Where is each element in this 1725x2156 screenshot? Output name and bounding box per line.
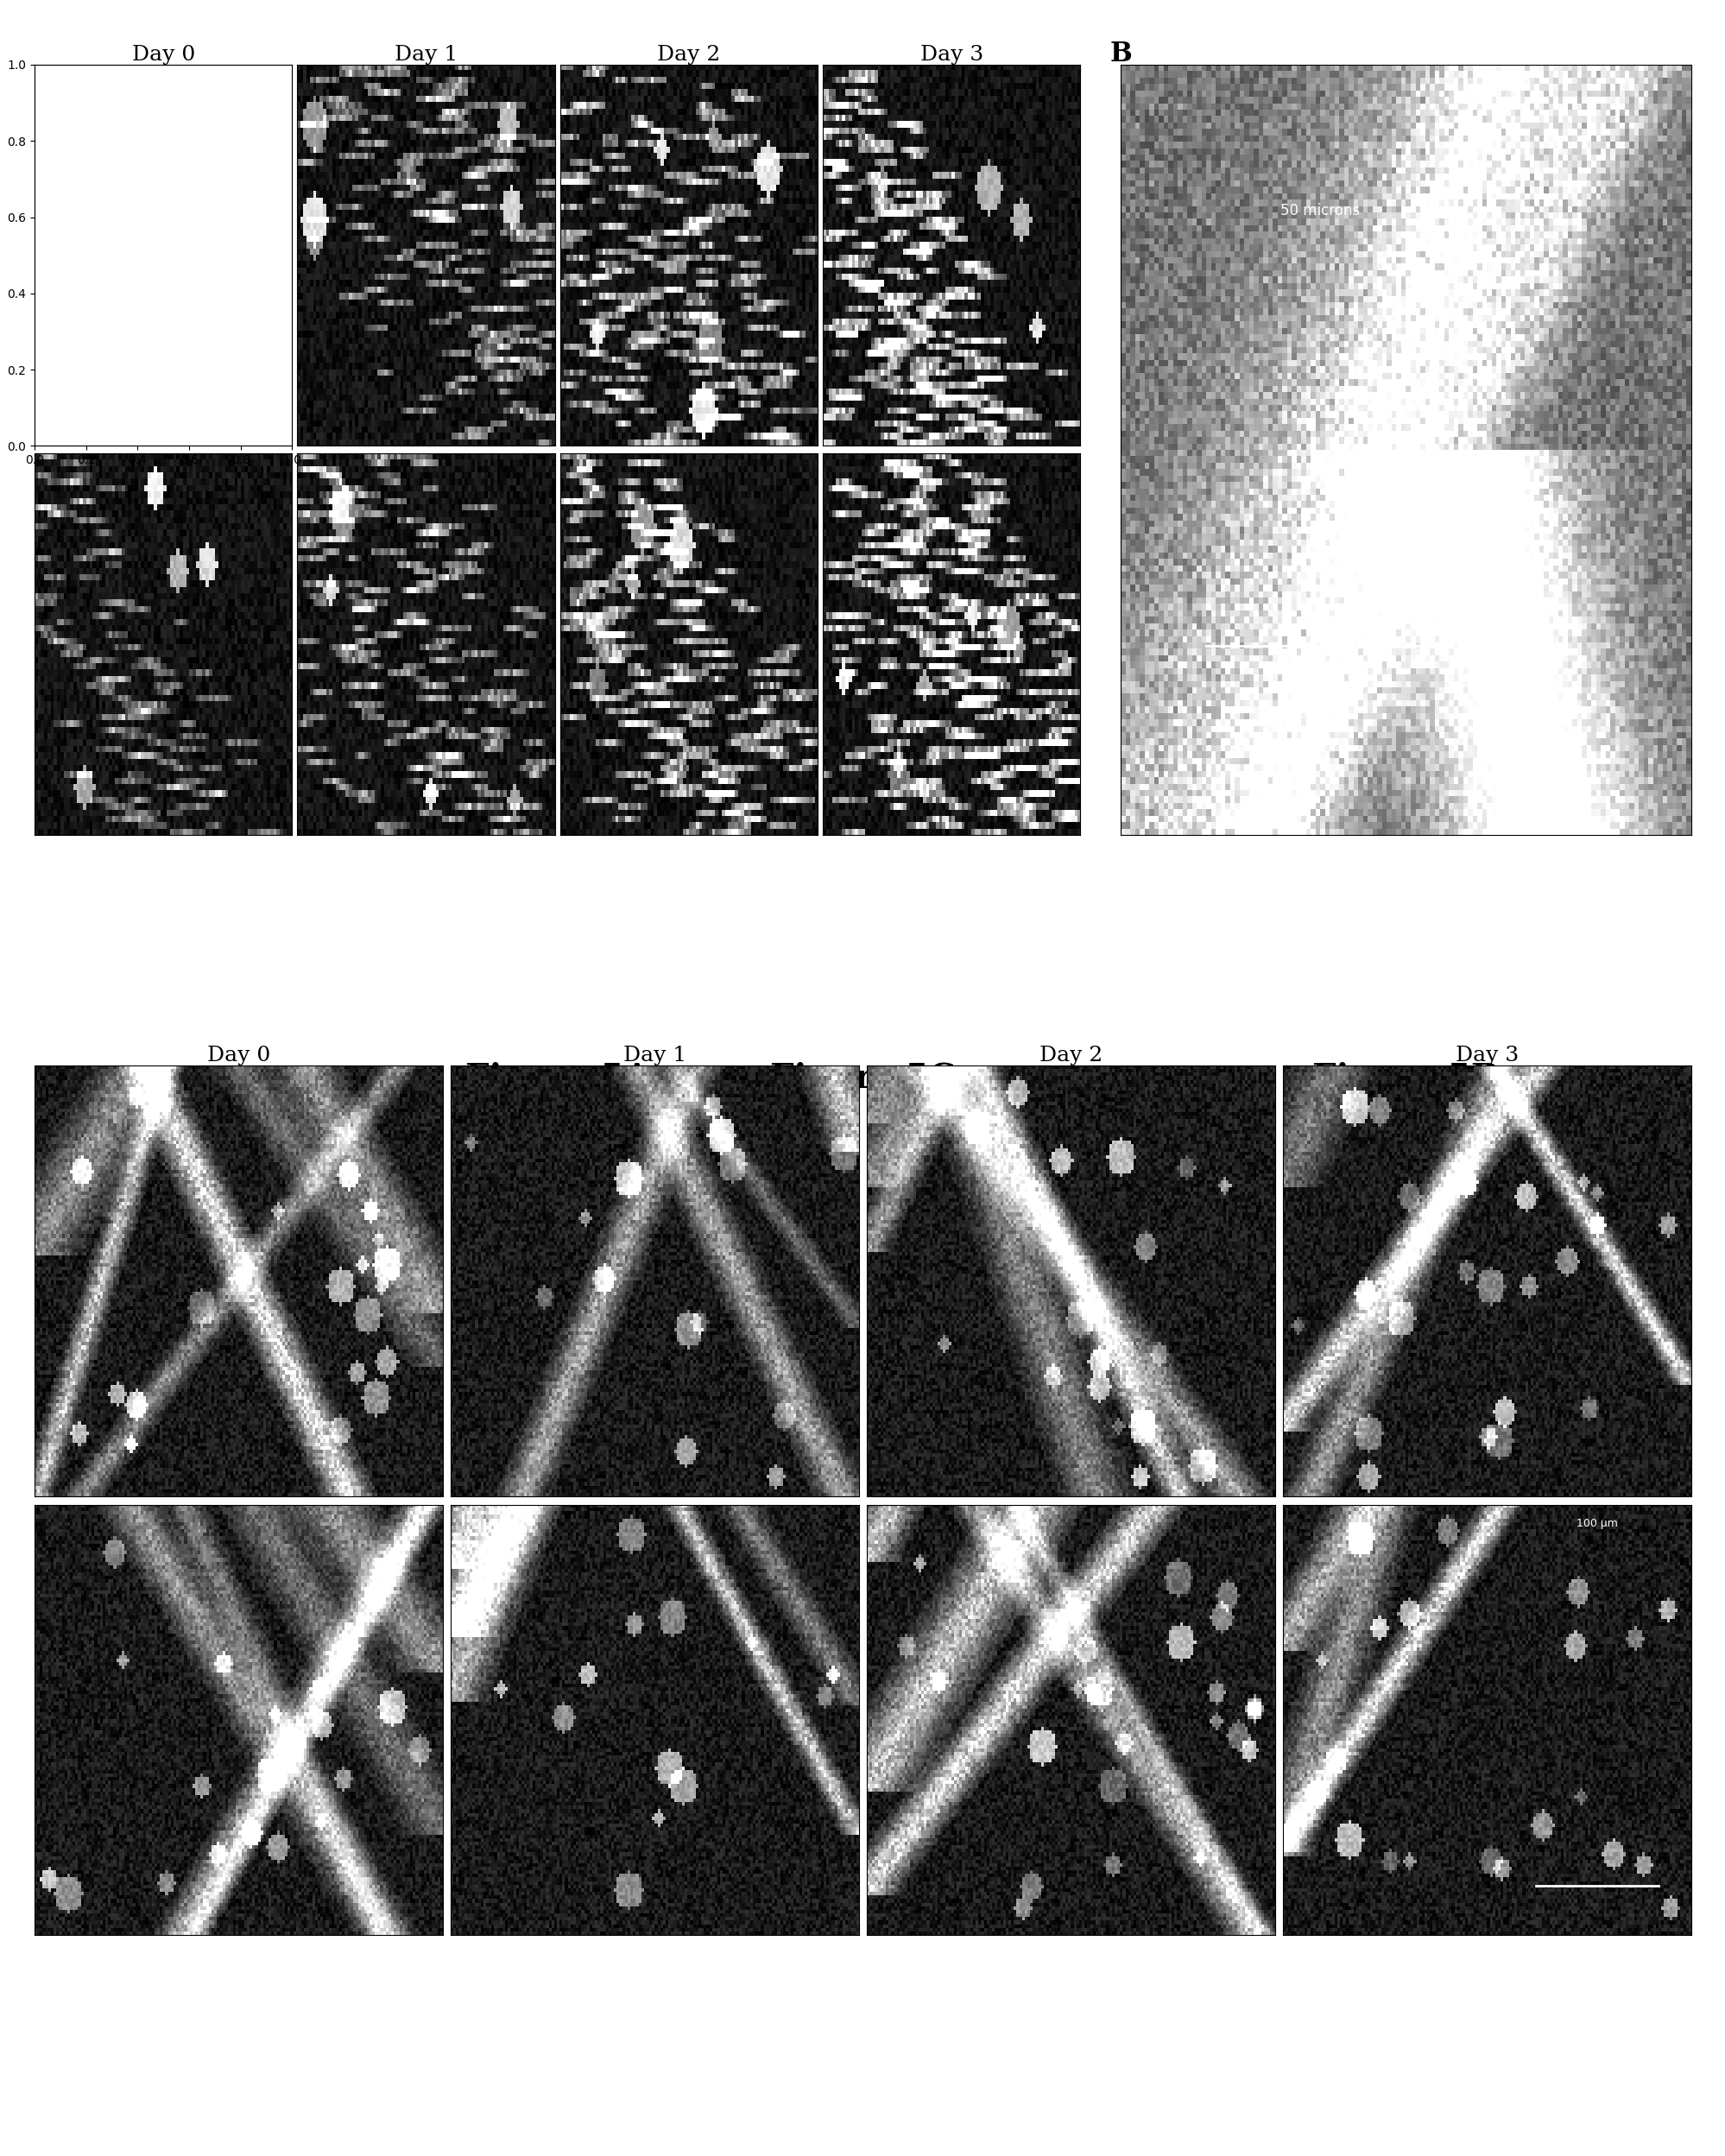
Title: Day 2: Day 2	[1038, 1046, 1102, 1065]
Title: Day 1: Day 1	[623, 1046, 687, 1065]
Text: 50 microns: 50 microns	[1280, 203, 1359, 220]
Text: Figure 5A: Figure 5A	[464, 1061, 650, 1095]
Text: Figure 5B: Figure 5B	[1313, 1061, 1499, 1095]
Title: Day 3: Day 3	[919, 45, 983, 65]
Text: 100 μm: 100 μm	[1577, 1518, 1618, 1529]
Title: Day 2: Day 2	[657, 45, 719, 65]
Title: Day 1: Day 1	[395, 45, 457, 65]
Text: B: B	[1109, 41, 1132, 67]
Title: Day 0: Day 0	[207, 1046, 271, 1065]
Text: Figure 5C: Figure 5C	[769, 1061, 956, 1095]
Title: Day 0: Day 0	[131, 45, 195, 65]
Title: Day 3: Day 3	[1454, 1046, 1518, 1065]
